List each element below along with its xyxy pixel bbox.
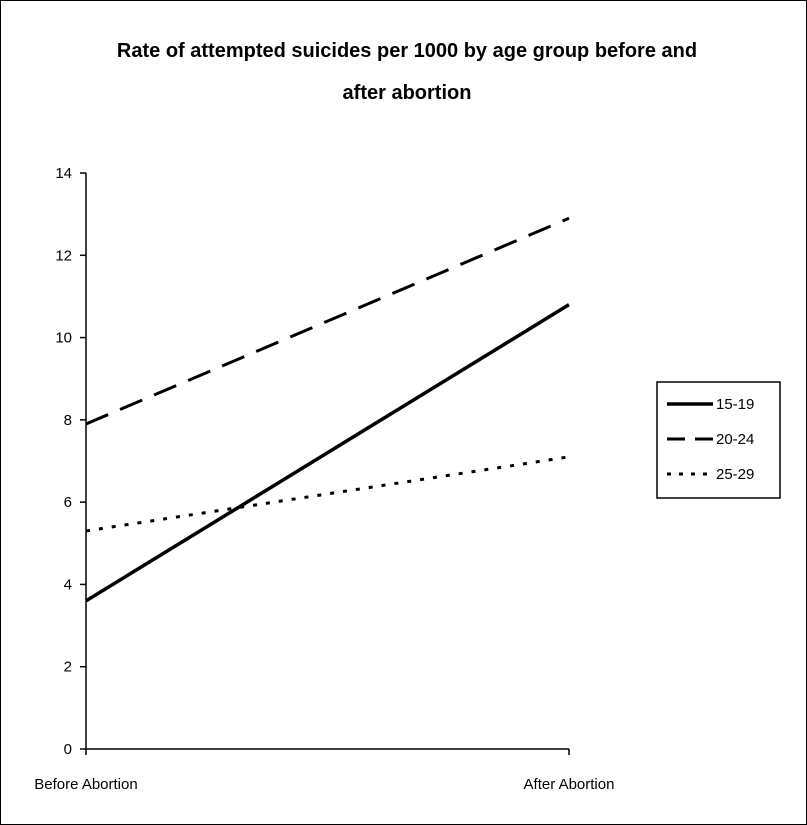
y-tick-label: 14 [55, 165, 72, 182]
y-tick-label: 2 [64, 659, 72, 676]
chart-title-line-1: Rate of attempted suicides per 1000 by a… [117, 40, 697, 62]
y-tick-label: 4 [64, 576, 72, 593]
series-line-25-29 [85, 455, 570, 533]
chart-title-line-2: after abortion [343, 82, 472, 104]
y-tick-label: 0 [64, 741, 72, 758]
legend: 15-19 20-24 25-29 [667, 396, 754, 483]
y-tick-label: 10 [55, 330, 72, 347]
axes: 0 2 4 6 8 10 12 14 Before Abortion After Abortion [34, 165, 614, 793]
y-tick-label: 6 [64, 494, 72, 511]
legend-label: 20-24 [716, 431, 754, 448]
x-tick-label: After Abortion [524, 776, 615, 793]
series-line-15-19 [85, 303, 570, 603]
series-line-20-24 [85, 216, 570, 426]
x-tick-label: Before Abortion [34, 776, 137, 793]
series-lines [85, 216, 570, 603]
legend-label: 25-29 [716, 466, 754, 483]
y-tick-label: 8 [64, 412, 72, 429]
legend-label: 15-19 [716, 396, 754, 413]
y-tick-label: 12 [55, 247, 72, 264]
